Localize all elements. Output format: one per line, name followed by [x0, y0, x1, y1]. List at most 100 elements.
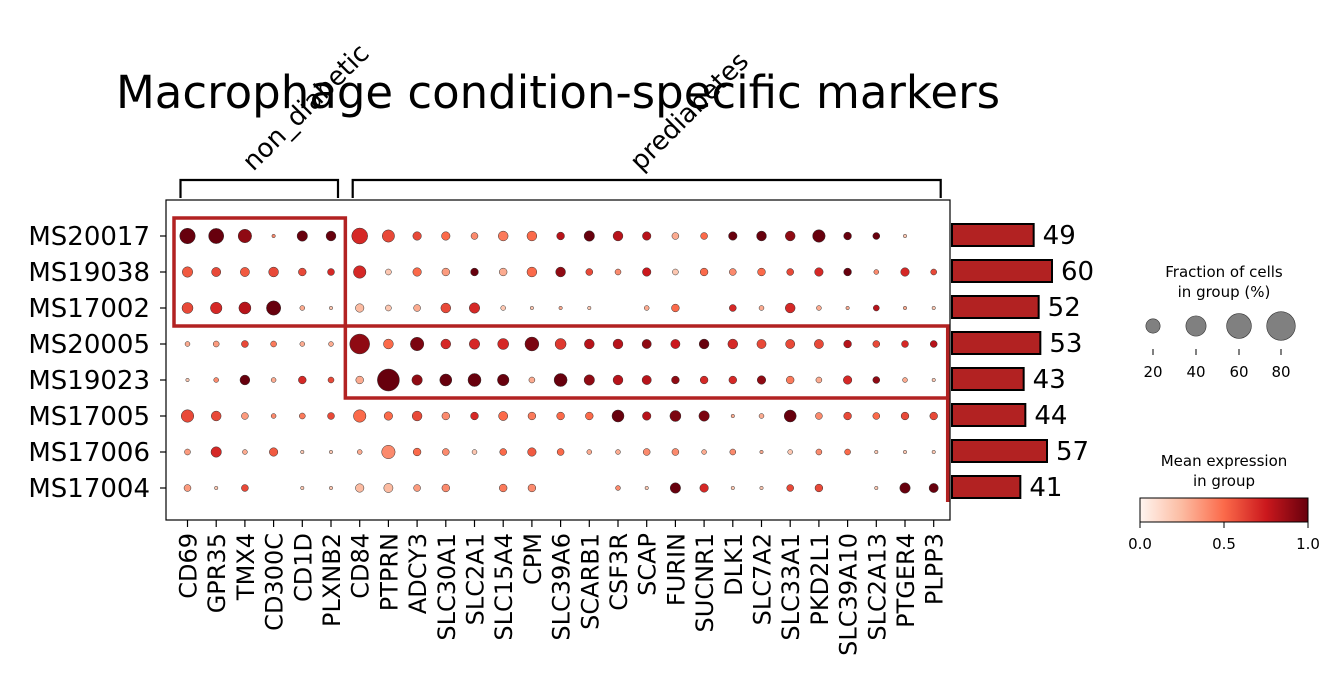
dot-MS19038-SLC33A1	[786, 268, 794, 276]
dot-MS20005-PTGER4	[901, 340, 909, 348]
dot-MS17006-ADCY3	[412, 447, 422, 457]
size-legend-title: Fraction of cells	[1165, 263, 1283, 281]
dot-MS19038-SLC7A2	[757, 267, 766, 277]
dot-MS19023-PLPP3	[931, 378, 936, 382]
bar-MS20017	[951, 223, 1035, 247]
dot-MS17006-SLC15A4	[499, 448, 507, 456]
dot-MS20005-SUCNR1	[698, 338, 710, 350]
dot-MS17005-SLC30A1	[441, 411, 450, 421]
dot-MS20017-TMX4	[237, 229, 252, 243]
dot-MS17002-SLC2A13	[873, 304, 880, 312]
column-label: ADCY3	[404, 533, 432, 614]
dot-MS17006-SLC2A13	[874, 450, 879, 454]
dot-MS19038-PKD2L1	[814, 267, 824, 277]
dot-MS19023-CSF3R	[612, 374, 624, 386]
column-label: SCAP	[634, 533, 662, 596]
dot-MS19023-SCARB1	[583, 374, 595, 386]
dot-MS19023-PTPRN	[377, 368, 400, 392]
dot-MS17004-SLC2A13	[874, 486, 879, 490]
dot-MS20005-CPM	[524, 336, 540, 352]
dot-MS17004-CD1D	[300, 486, 305, 490]
bar-value: 44	[1034, 401, 1067, 431]
dot-MS17005-TMX4	[241, 412, 249, 420]
dot-MS17004-PLXNB2	[329, 486, 333, 490]
dot-MS17006-SLC7A2	[759, 450, 764, 454]
dot-MS17005-CD69	[180, 409, 195, 423]
column-label: PTPRN	[375, 533, 403, 611]
dot-MS19038-PLXNB2	[327, 268, 335, 276]
dot-MS17004-SLC30A1	[441, 483, 450, 493]
dot-MS17002-CD300C	[266, 300, 282, 316]
dot-MS17006-PTPRN	[381, 445, 396, 459]
dot-MS20017-SLC33A1	[785, 230, 796, 242]
column-label: SLC2A13	[863, 533, 891, 641]
dot-MS19023-CD69	[185, 378, 190, 382]
dot-MS17002-FURIN	[671, 303, 680, 313]
dot-MS17004-CD69	[183, 484, 192, 492]
bar-MS17005	[951, 403, 1027, 427]
column-label: PLPP3	[921, 533, 949, 605]
dot-MS19023-PTGER4	[902, 377, 908, 383]
size-legend: Fraction of cells in group (%) 20 40 60 80	[1143, 263, 1296, 381]
dot-MS17004-DLK1	[730, 486, 735, 490]
dot-MS17004-PTPRN	[383, 483, 394, 493]
dot-MS19023-SLC2A13	[872, 376, 881, 384]
dot-MS19038-SLC39A10	[843, 267, 852, 277]
column-label: SLC30A1	[433, 533, 461, 641]
dot-MS19023-SCAP	[641, 375, 652, 385]
dot-MS17005-CSF3R	[611, 409, 625, 423]
dot-MS19023-CD300C	[270, 377, 277, 383]
row-label: MS17006	[28, 438, 150, 468]
dot-MS17005-SLC33A1	[783, 409, 797, 423]
dot-MS17006-SLC2A1	[471, 449, 478, 455]
dot-MS20005-DLK1	[727, 338, 738, 350]
dot-MS17005-SLC15A4	[498, 411, 509, 421]
dot-MS17006-SCARB1	[586, 449, 593, 455]
size-legend-label: 60	[1229, 363, 1248, 381]
dot-MS19038-SLC30A1	[441, 267, 450, 277]
column-label: PLXNB2	[318, 533, 346, 627]
dot-MS17006-PLXNB2	[329, 450, 333, 454]
dot-MS20017-CD69	[179, 227, 196, 245]
dot-MS17002-CD69	[181, 302, 194, 314]
dot-MS19023-SLC33A1	[786, 375, 795, 385]
dot-MS20005-FURIN	[670, 339, 681, 349]
highlight-box-prediabetes	[343, 324, 950, 400]
dot-MS20005-SLC2A13	[872, 340, 881, 348]
dot-MS19023-CPM	[528, 376, 536, 384]
dot-MS17002-TMX4	[238, 301, 252, 315]
dot-MS20017-DLK1	[728, 231, 738, 241]
bar-value: 49	[1043, 221, 1076, 251]
dot-MS20005-GPR35	[212, 340, 220, 348]
dot-MS20017-SLC2A13	[872, 232, 881, 240]
dot-MS19023-DLK1	[728, 375, 737, 385]
bar-value: 53	[1049, 329, 1082, 359]
dot-MS17005-SCAP	[642, 411, 652, 421]
dot-MS17004-SLC15A4	[499, 483, 508, 493]
dot-MS20017-SCAP	[642, 231, 652, 241]
dot-MS20005-SLC15A4	[497, 338, 509, 350]
column-label: SLC39A6	[548, 533, 576, 641]
column-label: CD69	[175, 533, 203, 599]
dot-MS17006-TMX4	[242, 449, 248, 455]
dot-MS17005-SLC2A1	[470, 411, 479, 421]
dot-MS20017-SLC30A1	[441, 231, 451, 241]
dot-MS17002-ADCY3	[413, 304, 421, 312]
dot-MS20017-GPR35	[208, 228, 225, 244]
dot-MS17005-CD300C	[270, 413, 277, 419]
dot-MS20017-CD1D	[296, 230, 308, 242]
dot-MS17004-PTGER4	[899, 482, 911, 494]
bar-MS20005	[951, 331, 1042, 355]
dot-layer	[179, 227, 939, 494]
column-label: SCARB1	[576, 533, 604, 630]
dot-MS17005-PLXNB2	[327, 412, 335, 420]
dot-MS20017-SLC39A6	[556, 231, 565, 241]
column-label: CD300C	[261, 533, 289, 631]
color-legend-label: 0.5	[1212, 535, 1236, 553]
dot-MS17006-SLC39A6	[556, 448, 565, 456]
dot-MS17002-PLXNB2	[329, 306, 333, 310]
dot-MS19038-FURIN	[672, 268, 679, 276]
dot-MS19023-SUCNR1	[699, 375, 709, 385]
dot-MS20017-SLC15A4	[498, 230, 509, 242]
dot-MS19038-SLC2A13	[873, 269, 880, 275]
